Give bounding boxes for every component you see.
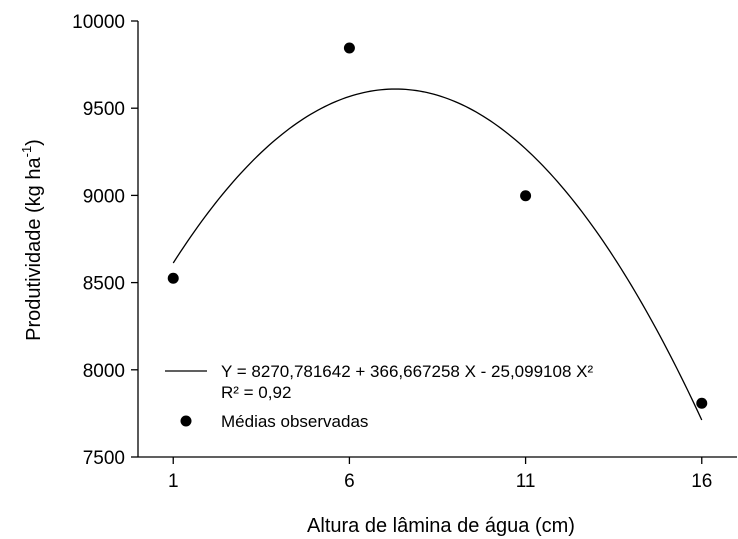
fit-curve [172,88,703,421]
axes [137,21,737,458]
x-ticks: 1 6 11 16 [168,457,712,492]
observed-point [343,42,355,54]
y-tick-label: 10000 [72,12,125,33]
observed-point [520,190,532,202]
x-tick-label: 16 [691,471,712,492]
y-tick-label: 7500 [83,448,125,469]
legend-r2: R² = 0,92 [221,383,291,402]
y-tick-label: 9500 [83,99,125,120]
y-ticks: 7500 8000 8500 9000 9500 10000 [72,12,138,469]
observed-points [167,42,708,409]
observed-point [167,272,179,284]
y-tick-label: 8500 [83,274,125,295]
legend-observed: Médias observadas [221,412,368,431]
y-axis-label: Produtividade (kg ha-1) [19,139,45,341]
x-tick-label: 11 [516,471,536,492]
x-tick-label: 1 [168,471,179,492]
fit-curve-group [172,88,703,421]
y-tick-label: 9000 [83,186,125,207]
y-tick-label: 8000 [83,361,125,382]
x-tick-label: 6 [344,471,355,492]
x-axis-label: Altura de lâmina de água (cm) [307,515,575,537]
legend-equation: Y = 8270,781642 + 366,667258 X - 25,0991… [221,362,593,381]
legend: Y = 8270,781642 + 366,667258 X - 25,0991… [165,362,593,431]
observed-point [696,397,708,409]
legend-point-swatch [180,415,192,427]
